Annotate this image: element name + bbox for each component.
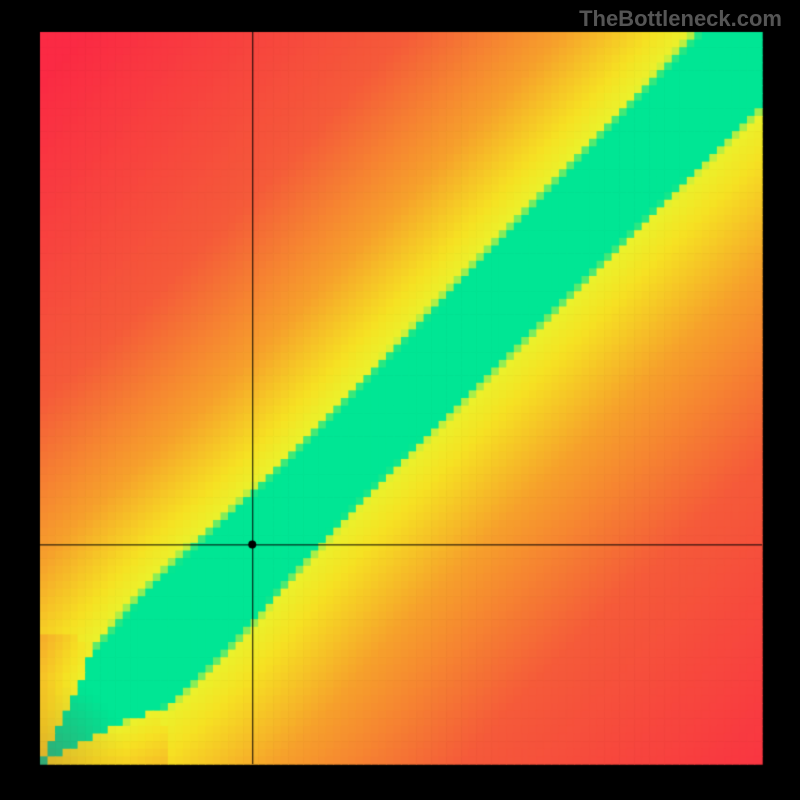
watermark-text: TheBottleneck.com [579, 6, 782, 32]
heatmap-canvas [0, 0, 800, 800]
chart-container: TheBottleneck.com [0, 0, 800, 800]
